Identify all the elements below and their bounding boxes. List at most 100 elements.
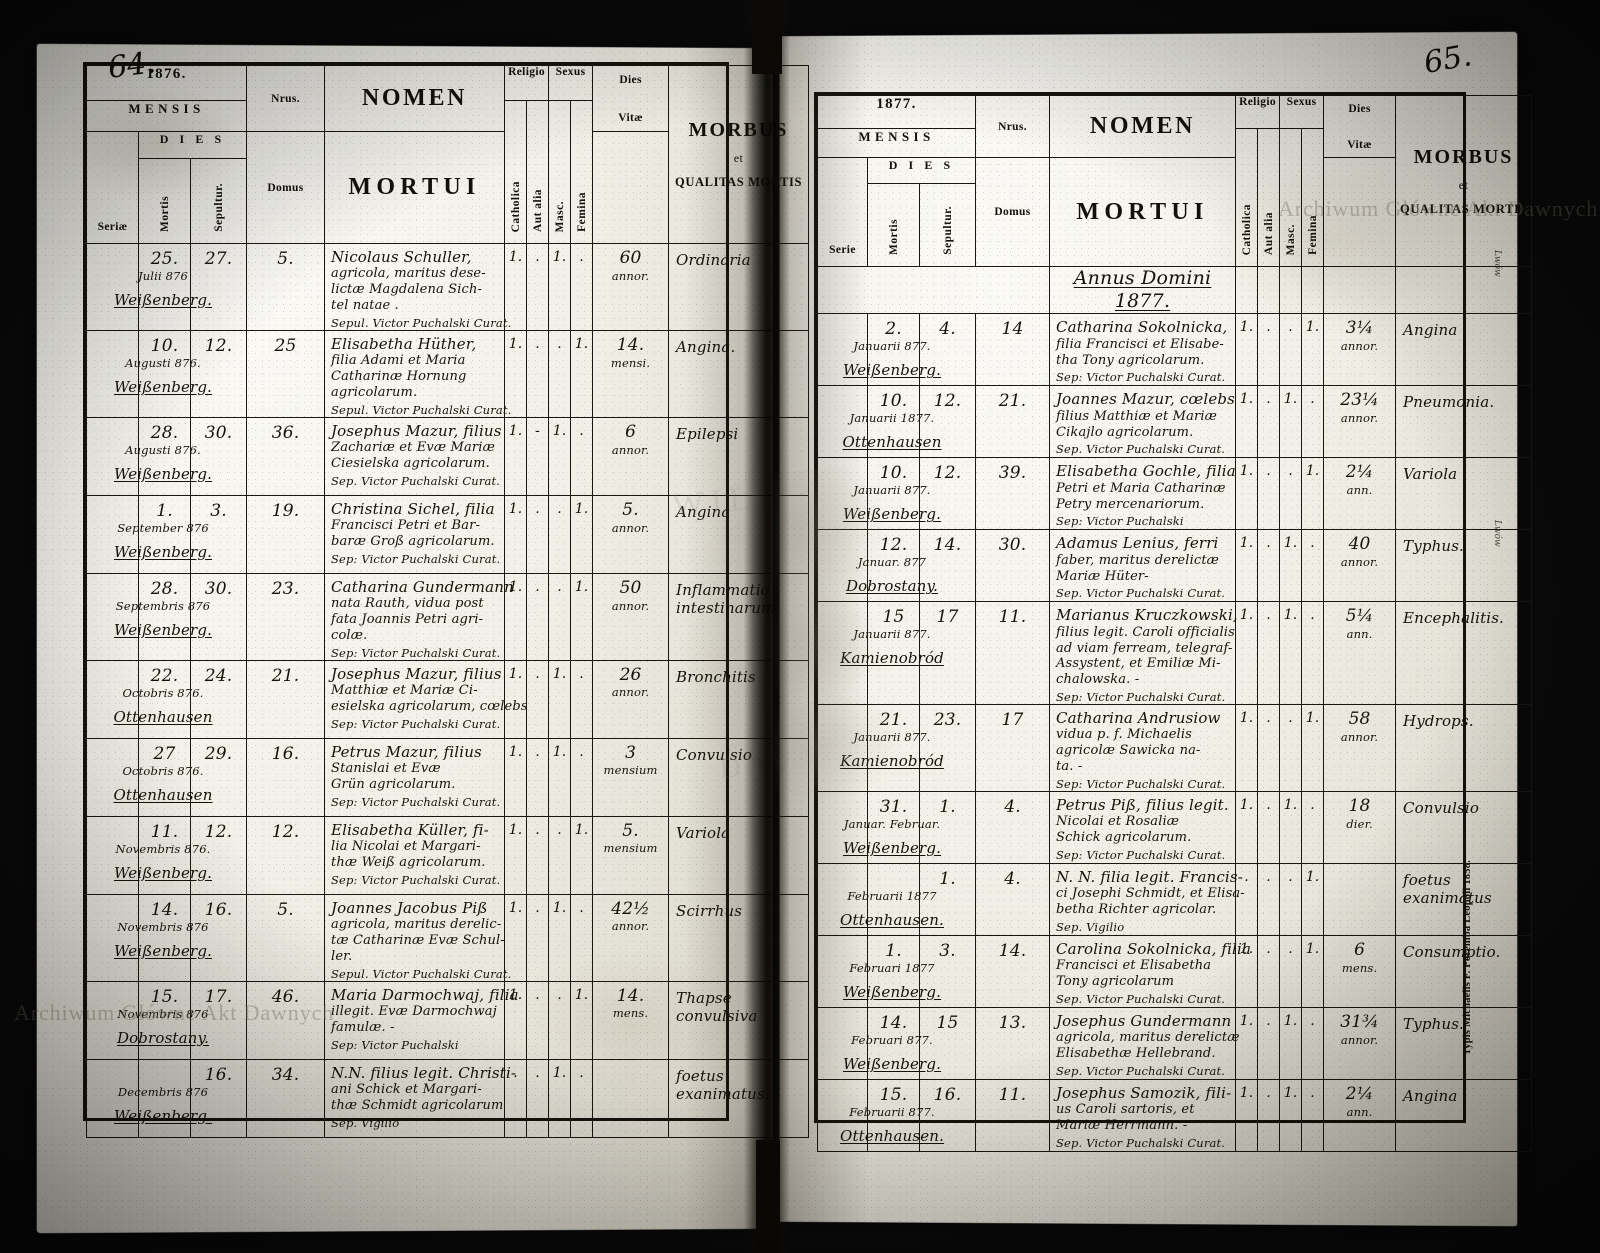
day-of-burial: 15	[936, 1012, 959, 1033]
name-line: esielska agricolarum, cœlebs	[331, 698, 528, 714]
cell-nomen-mortui: Josephus Mazur, filius Matthiæ et Mariæ C…	[324, 659, 528, 739]
cell-dies-mortis: 21.	[867, 704, 920, 792]
name-line: filia Adami et Maria	[331, 353, 466, 369]
house-number: 21.	[998, 391, 1027, 412]
age-value: 5.	[622, 820, 639, 841]
cell-catholica: 1.	[1235, 601, 1259, 706]
tick-mark: .	[1288, 940, 1293, 957]
table-row[interactable]: 1. 3. September 876 Weißenberg. 19. Christina…	[86, 494, 810, 574]
cell-dies-sepultur: 29. Octobris 876. Ottenhausen	[113, 737, 248, 817]
cause-of-death: Convulsio	[669, 739, 808, 764]
tick-mark: .	[1266, 607, 1271, 624]
deceased-name-block: Catharina Sokolnicka, filia Francisci et …	[1050, 314, 1235, 384]
tick-mark: .	[1310, 607, 1315, 624]
cell-aut-alia: .	[1257, 601, 1281, 706]
tick-mark: 1.	[1305, 710, 1320, 727]
name-line: ad viam ferream, telegraf-	[1056, 640, 1233, 656]
cell-masc: 1.	[548, 659, 572, 739]
cell-catholica: .	[1235, 862, 1259, 936]
day-of-death: 14.	[879, 1012, 908, 1033]
name-line: Catharina Gundermann	[331, 577, 514, 596]
table-row[interactable]: 15 17 Januarii 877. Kamienobród 11. Marianus …	[817, 601, 1533, 706]
table-row[interactable]: 10. 12. Januarii 1877. Ottenhausen 21. Joanne…	[817, 385, 1533, 459]
table-row[interactable]: 14. 15 Februari 877. Weißenberg. 13. Josephus…	[817, 1006, 1533, 1080]
cell-domus: 39.	[975, 457, 1051, 531]
table-row[interactable]: 1. 3. Februari 1877 Weißenberg. 14. Carolina …	[817, 934, 1533, 1008]
age-at-death: 3 mensium	[593, 739, 668, 778]
morbus-label: MORBUS	[688, 119, 789, 141]
tick-mark: .	[535, 665, 540, 682]
cell-nomen-mortui: Josephus Mazur, filius Zachariæ et Evæ Ma…	[324, 416, 506, 496]
table-row[interactable]: 10. 12. Januarii 877. Weißenberg. 39. Elisabe…	[817, 457, 1533, 531]
cell-seriae	[817, 1078, 868, 1152]
table-row[interactable]: 27 29. Octobris 876. Ottenhausen 16. Petrus M…	[86, 737, 810, 817]
table-row[interactable]: 21. 23. Januarii 877. Kamienobród 17 Catharin…	[817, 704, 1533, 792]
table-row[interactable]: 14. 16. Novembris 876 Weißenberg. 5. Joannes …	[86, 893, 810, 982]
table-row[interactable]: 15. 17. Novembris 876 Dobrostany. 46. Maria D…	[86, 980, 810, 1060]
age-unit: ann.	[1346, 483, 1373, 498]
day-of-death: 10.	[150, 335, 179, 356]
name-line: ler.	[331, 948, 353, 964]
day-of-burial: 1.	[939, 868, 956, 889]
age-unit: annor.	[611, 520, 650, 535]
cell-nomen-mortui: Elisabetha Hüther, filia Adami et Maria Ca…	[324, 329, 511, 418]
age-value: 6	[1354, 939, 1366, 960]
day-of-burial: 23.	[933, 710, 962, 731]
table-row[interactable]: 15. 16. Februarii 877. Ottenhausen. 11. Josep…	[817, 1078, 1533, 1152]
cause-of-death: Thapse convulsiva	[669, 982, 808, 1025]
name-line: Marianus Kruczkowski,	[1056, 606, 1238, 625]
tick-mark: 1.	[1283, 1084, 1298, 1101]
tick-mark: 1.	[552, 665, 567, 682]
tick-mark: .	[1288, 463, 1293, 480]
morbus-line: Bronchitis	[676, 667, 756, 686]
age-value: 14.	[616, 334, 645, 355]
age-at-death: 3¼ annor.	[1324, 314, 1395, 353]
cell-morbus: Thapse convulsiva	[668, 980, 810, 1060]
tick-mark: .	[1310, 391, 1315, 408]
table-row[interactable]: 22. 24. Octobris 876. Ottenhausen 21. Josephu…	[86, 659, 810, 739]
table-row[interactable]: 16. Decembris 876 Weißenberg. 34. N.N. filiu…	[86, 1058, 810, 1138]
deceased-name-block: Nicolaus Schuller, agricola, maritus dese…	[325, 244, 511, 330]
cell-nomen-mortui: Catharina Gundermann nata Rauth, vidua po…	[324, 572, 514, 661]
tick-mark: .	[557, 821, 562, 838]
age-unit: annor.	[611, 598, 650, 613]
deceased-name-block: N. N. filia legit. Francis-ci Josephi Sc…	[1050, 864, 1245, 934]
age-value: 42½	[611, 898, 650, 919]
cell-dies-sepultur: 23. Januarii 877. Kamienobród	[840, 704, 977, 792]
age-unit: annor.	[1340, 411, 1379, 426]
name-line: baræ Groß agricolarum.	[331, 533, 495, 549]
name-line: Elisabethæ Hellebrand.	[1056, 1046, 1216, 1062]
cause-of-death: Angina	[1396, 314, 1531, 339]
table-row[interactable]: 2. 4. Januarii 877. Weißenberg. 14 Catharina …	[817, 313, 1533, 387]
cell-catholica: 1.	[504, 494, 528, 574]
nrus-label: Nrus.	[271, 92, 300, 105]
table-row[interactable]: 28. 30. Septembris 876 Weißenberg. 23. Cathar…	[86, 572, 810, 661]
table-row[interactable]: 10. 12. Augusti 876. Weißenberg. 25 Elisabeth…	[86, 329, 810, 418]
table-row[interactable]: 31. 1. Januar. Februar. Weißenberg. 4. Petrus…	[817, 790, 1533, 864]
table-row[interactable]: 11. 12. Novembris 876. Weißenberg. 12. Elisab…	[86, 815, 810, 895]
tick-mark: 1.	[552, 1064, 567, 1081]
age-unit: mens.	[612, 1006, 649, 1021]
cell-dies-sepultur: 1. Februarii 1877 Ottenhausen.	[840, 862, 977, 936]
day-of-burial: 3.	[210, 500, 227, 521]
day-of-burial: 30.	[204, 578, 233, 599]
table-row[interactable]: 25. 27. Julii 876 Weißenberg. 5. Nicolaus Sch…	[86, 243, 810, 331]
cell-seriae	[86, 243, 139, 331]
name-line: filius legit. Caroli officialis	[1056, 624, 1235, 640]
day-of-death	[139, 1060, 190, 1065]
day-of-burial: 24.	[204, 665, 233, 686]
cell-aut-alia: .	[1257, 934, 1281, 1008]
table-row[interactable]: 1. Februarii 1877 Ottenhausen. 4. N. N. fili…	[817, 862, 1533, 936]
table-row[interactable]: 28. 30. Augusti 876. Weißenberg. 36. Josephus…	[86, 416, 810, 496]
cell-seriae	[86, 815, 139, 895]
deceased-name-block: Josephus Mazur, filius Matthiæ et Mariæ C…	[325, 661, 528, 731]
day-of-death: 10.	[879, 391, 908, 412]
age-at-death: 40 annor.	[1324, 530, 1395, 569]
table-row[interactable]: 12. 14. Januar. 877 Dobrostany. 30. Adamus Le…	[817, 529, 1533, 603]
cell-dies-sepultur: 4. Januarii 877. Weißenberg.	[843, 313, 977, 387]
day-of-death: 1.	[885, 940, 902, 961]
day-of-death: 15	[882, 607, 905, 628]
cell-masc: .	[548, 815, 572, 895]
cell-dies-sepultur: 16. Novembris 876 Weißenberg.	[114, 893, 248, 982]
cell-nomen-mortui: N. N. filia legit. Francis-ci Josephi Sc…	[1049, 862, 1245, 936]
